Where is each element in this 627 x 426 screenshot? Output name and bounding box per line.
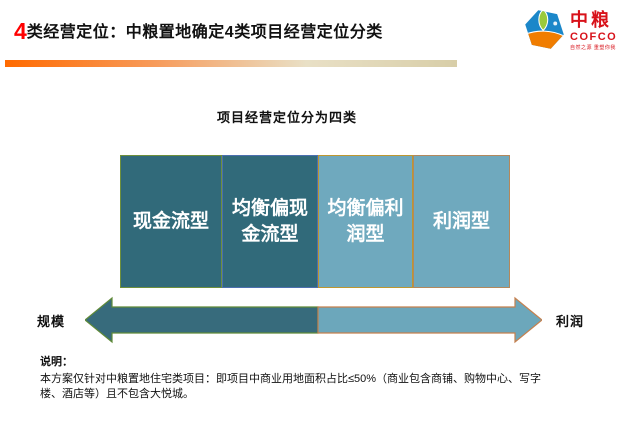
footnote-heading: 说明：: [40, 356, 73, 368]
title-divider: [5, 60, 457, 67]
category-label: 现金流型: [132, 210, 209, 232]
category-label: 金流型: [241, 223, 299, 245]
title-number: 4: [14, 18, 27, 44]
brand-name-en: COFCO: [570, 31, 618, 43]
scale-profit-arrow: [85, 296, 542, 344]
axis-label-profit: 利润: [556, 314, 585, 329]
category-label: 均衡偏利: [327, 197, 404, 219]
diagram-subtitle: 项目经营定位分为四类: [217, 110, 358, 125]
footnote: 说明： 本方案仅针对中粮置地住宅类项目：即项目中商业用地面积占比≤50%（商业包…: [40, 355, 562, 402]
cube-leaf-green: [538, 9, 549, 32]
page-title: 4类经营定位：中粮置地确定4类项目经营定位分类: [14, 18, 383, 44]
category-label: 均衡偏现: [231, 197, 308, 219]
cofco-logo: 中粮 COFCO 自然之源 重塑你我: [523, 8, 617, 51]
category-box-profit: 利润型: [413, 155, 510, 288]
category-boxes: 现金流型 均衡偏现 金流型 均衡偏利 润型 利润型: [120, 155, 510, 288]
brand-name-cn: 中粮: [570, 10, 612, 30]
cofco-logo-text: 中粮 COFCO 自然之源 重塑你我: [570, 8, 617, 51]
cofco-cube-icon: [523, 8, 566, 51]
brand-tagline: 自然之源 重塑你我: [570, 45, 616, 51]
cube-face-orange: [523, 30, 566, 51]
category-box-balanced-profit: 均衡偏利 润型: [318, 155, 413, 288]
axis-label-scale: 规模: [37, 314, 66, 329]
footnote-body: 本方案仅针对中粮置地住宅类项目：即项目中商业用地面积占比≤50%（商业包含商铺、…: [40, 373, 542, 400]
category-label: 润型: [346, 223, 385, 245]
arrow-left-half: [85, 296, 319, 344]
category-label: 利润型: [432, 210, 490, 232]
category-box-balanced-cashflow: 均衡偏现 金流型: [222, 155, 318, 288]
cube-sparkle: [553, 21, 558, 26]
title-text: 类经营定位：中粮置地确定4类项目经营定位分类: [26, 24, 383, 41]
category-box-cashflow: 现金流型: [120, 155, 222, 288]
arrow-right-half: [317, 296, 542, 344]
